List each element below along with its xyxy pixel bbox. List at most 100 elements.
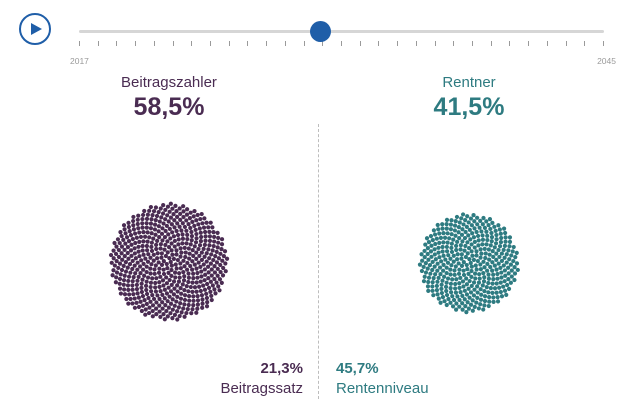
pensioner-dot: [438, 235, 444, 240]
pensioner-dot: [419, 268, 425, 274]
contributor-dot: [139, 308, 144, 314]
pensioner-dot: [481, 215, 486, 221]
contributor-dot: [138, 234, 144, 240]
pensioner-dot: [504, 252, 509, 257]
pensioner-dot: [439, 282, 444, 287]
pensioner-dot: [444, 244, 449, 250]
contributor-dot: [188, 242, 193, 247]
pensioner-dot: [484, 242, 489, 247]
contributor-dot: [156, 260, 161, 265]
contributor-dot: [156, 229, 161, 234]
pensioner-dot: [436, 275, 441, 280]
pensioner-dot: [432, 232, 438, 237]
contributor-dot: [191, 276, 196, 281]
pensioner-dot: [491, 277, 496, 282]
contributor-dot: [147, 235, 152, 240]
pensioner-dot: [430, 280, 435, 285]
contributor-dot: [111, 248, 116, 253]
contributor-dot: [148, 204, 153, 210]
pensioner-dot: [506, 277, 511, 282]
contributor-dot: [170, 206, 175, 211]
slider-tick: [415, 41, 417, 46]
pensioner-dot: [460, 301, 465, 306]
pensioner-dot: [513, 255, 518, 260]
pensioner-dot: [469, 283, 474, 289]
year-slider[interactable]: [79, 20, 604, 50]
pensioner-dot: [444, 249, 450, 254]
contributor-dot: [191, 271, 196, 276]
contributor-dot: [205, 300, 210, 305]
contributor-dot: [190, 289, 195, 294]
contributor-dot: [130, 287, 135, 292]
pensioner-dot: [460, 293, 465, 298]
pensioner-dot: [477, 225, 482, 230]
play-button[interactable]: [19, 13, 51, 45]
contributor-dot: [198, 279, 203, 284]
slider-tick: [135, 41, 137, 46]
contributor-dot: [222, 249, 228, 254]
contributor-dot: [194, 280, 199, 285]
contributor-dot: [134, 287, 140, 292]
contributor-dot: [126, 238, 132, 244]
pensioner-dot: [478, 247, 483, 252]
contributor-dot: [161, 283, 166, 288]
contributor-dot: [160, 306, 165, 311]
contributor-dot: [124, 235, 130, 240]
contributor-dot: [182, 302, 187, 307]
slider-handle[interactable]: [310, 21, 331, 42]
pensioner-dot: [464, 262, 469, 268]
pensioner-dot: [457, 281, 462, 286]
pensioner-dot: [447, 236, 452, 241]
pensioner-dot: [507, 235, 513, 240]
contributor-dot: [127, 228, 132, 234]
contributor-dot: [183, 254, 188, 260]
pensioner-dot: [448, 267, 453, 272]
contributor-dot: [144, 225, 149, 230]
pensioner-dot: [471, 213, 476, 218]
pensioner-dot: [491, 299, 496, 304]
contributor-dot: [158, 314, 163, 319]
contributor-dot: [151, 252, 156, 257]
contributor-dot: [172, 218, 177, 223]
contributor-dot: [186, 279, 191, 285]
pensioner-dot: [452, 228, 457, 233]
contributor-dot: [153, 205, 159, 210]
pensioner-dot: [469, 242, 474, 247]
contributor-dot: [218, 269, 223, 275]
contributor-dot: [144, 287, 149, 293]
pensioner-dot: [469, 264, 474, 269]
pensioner-dot: [481, 307, 486, 312]
pensioner-dot: [446, 253, 451, 258]
pensioner-dot: [491, 295, 496, 300]
pensioner-dot: [451, 259, 456, 264]
pensioner-dot: [473, 276, 478, 281]
pensioner-dot: [464, 310, 469, 315]
contribution-rate-label: Beitragssatz: [220, 380, 303, 397]
pensioner-dot: [452, 268, 457, 273]
pensioner-dot: [505, 282, 510, 288]
contributor-dot: [138, 264, 143, 269]
contributor-dot: [189, 229, 194, 235]
contributor-dot: [122, 292, 128, 297]
contributor-dot: [158, 246, 163, 251]
contributor-dot: [214, 280, 219, 285]
contributor-dot: [182, 293, 188, 298]
contributor-dot: [167, 294, 172, 299]
pensioner-dot: [469, 268, 474, 274]
contributor-dot: [130, 258, 135, 264]
contributor-dot: [165, 314, 170, 319]
pensioner-dot: [467, 257, 472, 262]
contributor-dot: [205, 264, 211, 269]
contributor-dot: [206, 285, 212, 290]
contributor-dot: [198, 230, 203, 235]
pensioner-dot: [456, 271, 462, 276]
pensioner-dot: [470, 298, 475, 303]
pensioner-dot: [442, 299, 447, 304]
contributor-dot: [153, 289, 159, 294]
pensioner-dot: [480, 237, 486, 242]
contributor-dot: [169, 273, 174, 278]
pensioner-dot: [462, 297, 467, 302]
contributor-dot: [148, 226, 154, 231]
slider-track[interactable]: [79, 30, 604, 33]
pensioner-dot: [437, 231, 442, 236]
